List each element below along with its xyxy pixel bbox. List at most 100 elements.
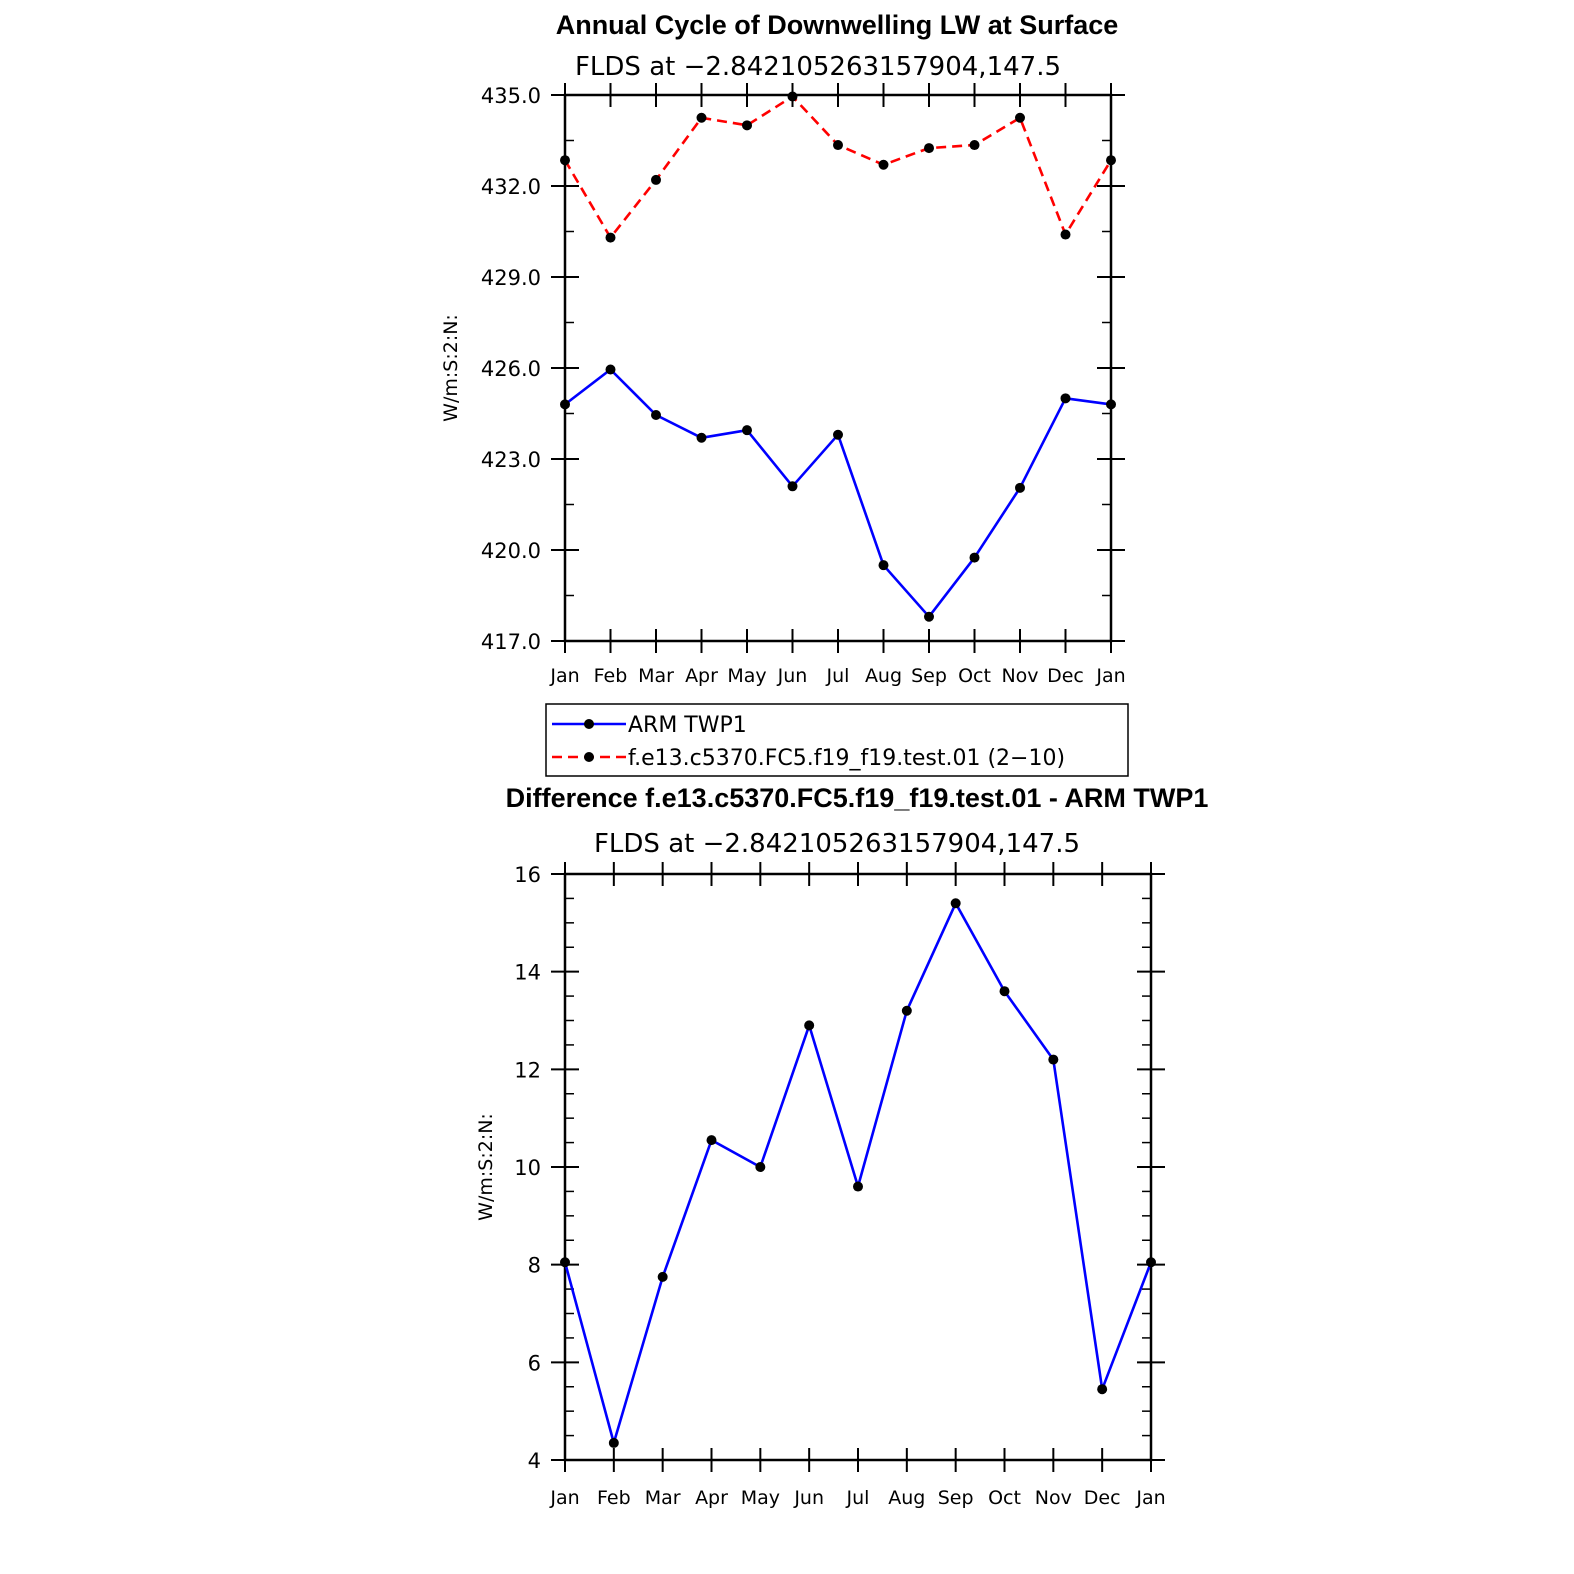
data-point [969,552,980,563]
chart2-y-tick-labels: 4 6 8 10 12 14 16 [514,863,541,1473]
y-tick-label: 429.0 [481,266,541,290]
chart2-subtitle: FLDS at −2.842105263157904,147.5 [594,829,1080,859]
data-point [924,143,934,154]
y-tick-label: 435.0 [481,84,541,108]
x-tick-label: Feb [597,1487,631,1509]
data-point [853,1181,863,1192]
x-tick-label: Feb [594,665,628,687]
x-tick-label: Apr [685,665,718,687]
x-tick-label: Oct [988,1487,1021,1509]
data-point [657,1271,668,1282]
data-point [1097,1384,1108,1395]
data-point [969,140,980,151]
y-tick-label: 432.0 [481,175,541,199]
x-tick-label: Jun [777,665,808,687]
data-point [999,986,1010,997]
data-point [1106,399,1116,410]
x-tick-label: Jan [549,665,579,687]
chart1-x-tick-labels: Jan Feb Mar Apr May Jun Jul Aug Sep Oct Nov Dec Jan [549,665,1125,687]
x-tick-label: Aug [865,665,902,687]
data-point [651,174,661,185]
legend-box [545,703,1129,777]
y-tick-label: 16 [514,863,541,887]
data-point [1060,229,1071,240]
x-tick-label: Dec [1047,665,1084,687]
x-tick-label: Sep [938,1487,974,1509]
x-tick-label: Jan [549,1487,579,1509]
data-point [787,91,798,102]
data-point [696,112,707,123]
data-point [605,364,616,375]
legend-entry-arm-twp1: ARM TWP1 [552,713,747,738]
x-tick-label: Jul [846,1487,870,1509]
x-tick-label: Jan [1095,665,1125,687]
data-point [560,399,570,410]
y-tick-label: 12 [514,1058,541,1082]
x-tick-label: Sep [911,665,947,687]
y-tick-label: 6 [528,1351,541,1375]
data-point [1060,393,1071,404]
data-point [901,1005,912,1016]
chart2-ticks [551,862,1165,1472]
data-point [560,155,570,166]
legend-label-arm-twp1: ARM TWP1 [628,713,747,738]
data-point [608,1437,619,1448]
series-line-0 [563,901,1153,1445]
data-point [833,429,843,440]
data-point [833,140,843,151]
x-tick-label: Apr [695,1487,728,1509]
chart1-series [560,91,1116,622]
data-point [605,232,616,243]
chart2-title: Difference f.e13.c5370.FC5.f19_f19.test.… [506,783,1209,813]
chart2-x-tick-labels: Jan Feb Mar Apr May Jun Jul Aug Sep Oct Nov Dec Jan [549,1487,1165,1509]
chart2-series [560,898,1156,1448]
y-tick-label: 4 [528,1449,541,1473]
data-point [787,481,798,492]
x-tick-label: Oct [958,665,991,687]
x-tick-label: Nov [1035,1487,1072,1509]
chart1-y-tick-labels: 417.0 420.0 423.0 426.0 429.0 432.0 435.0 [481,84,541,654]
legend-entry-model: f.e13.c5370.FC5.f19_f19.test.01 (2−10) [552,746,1065,771]
chart-annual-cycle: Annual Cycle of Downwelling LW at Surfac… [440,10,1129,777]
x-tick-label: Mar [645,1487,681,1509]
y-tick-label: 423.0 [481,448,541,472]
y-tick-label: 8 [528,1254,541,1278]
legend-label-model: f.e13.c5370.FC5.f19_f19.test.01 (2−10) [628,746,1065,771]
data-point [878,159,889,170]
y-tick-label: 417.0 [481,630,541,654]
data-point [651,410,661,421]
legend-marker-arm-twp1 [584,719,594,729]
data-point [1015,482,1025,493]
data-point [878,560,889,571]
x-tick-label: May [727,665,766,687]
y-tick-label: 14 [514,961,541,985]
series-line-0 [564,368,1112,619]
series-line-1 [563,95,1113,239]
legend-marker-model [584,752,594,762]
y-tick-label: 10 [514,1156,541,1180]
chart2-plot-frame [563,872,1153,1462]
data-point [742,425,752,436]
data-point [1106,155,1116,166]
chart-difference: Difference f.e13.c5370.FC5.f19_f19.test.… [475,783,1208,1509]
chart1-legend: ARM TWP1 f.e13.c5370.FC5.f19_f19.test.01… [545,703,1129,777]
data-point [1146,1257,1156,1268]
x-tick-label: Nov [1001,665,1038,687]
x-tick-label: Aug [888,1487,925,1509]
chart1-plot-frame [563,93,1113,643]
data-point [924,611,934,622]
data-point [755,1162,766,1172]
y-tick-label: 426.0 [481,357,541,381]
data-point [950,898,961,909]
data-point [1048,1054,1059,1065]
y-tick-label: 420.0 [481,539,541,563]
chart2-y-axis-label: W/m:S:2:N: [475,1113,497,1221]
data-point [696,432,707,443]
chart1-title: Annual Cycle of Downwelling LW at Surfac… [556,10,1119,40]
data-point [742,120,752,131]
x-tick-label: Jun [793,1487,824,1509]
data-point [560,1257,570,1268]
x-tick-label: Mar [638,665,674,687]
chart1-subtitle: FLDS at −2.842105263157904,147.5 [575,52,1061,82]
